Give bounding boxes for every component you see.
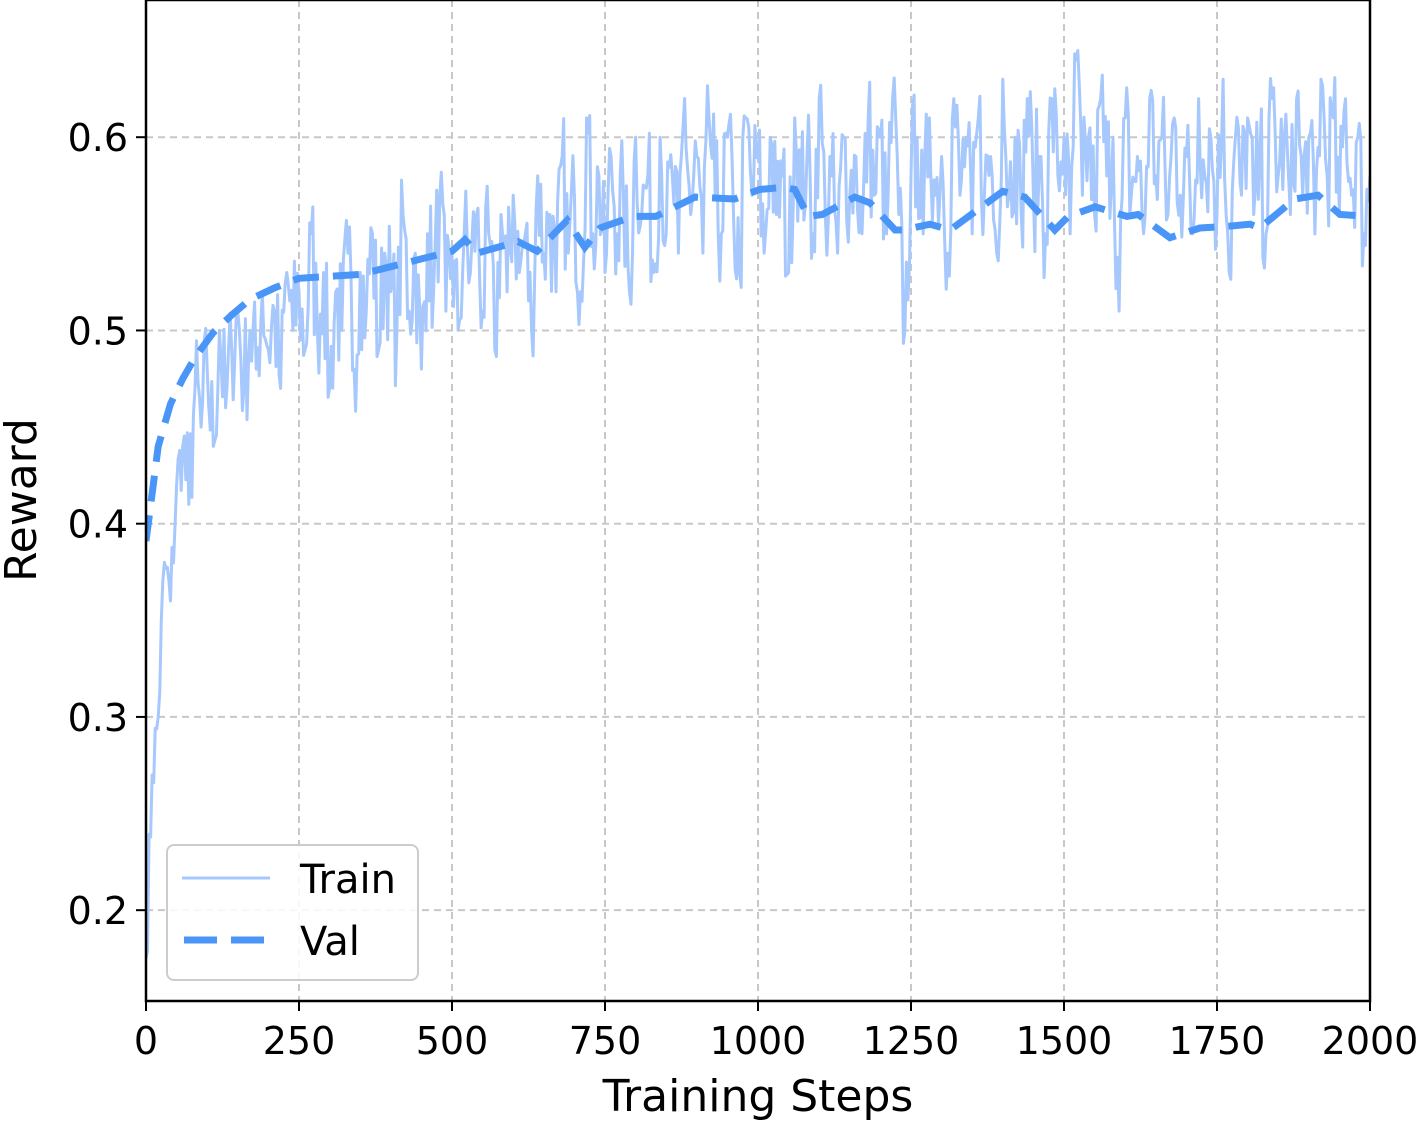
x-tick-label: 1750 bbox=[1169, 1019, 1266, 1063]
y-tick-label: 0.6 bbox=[68, 116, 128, 160]
x-tick-label: 1250 bbox=[863, 1019, 960, 1063]
legend: Train Val bbox=[166, 844, 419, 981]
train-series-line bbox=[146, 49, 1370, 959]
x-tick-label: 1500 bbox=[1016, 1019, 1113, 1063]
legend-val-label: Val bbox=[300, 919, 360, 965]
val-series-line bbox=[146, 183, 1370, 542]
y-tick-label: 0.3 bbox=[68, 696, 128, 740]
x-tick-label: 2000 bbox=[1322, 1019, 1419, 1063]
y-axis-ticks: 0.2 0.3 0.4 0.5 0.6 bbox=[68, 116, 146, 933]
x-tick-label: 1000 bbox=[710, 1019, 807, 1063]
y-tick-label: 0.5 bbox=[68, 309, 128, 353]
x-axis-ticks: 0 250 500 750 1000 1250 1500 1750 2000 bbox=[134, 1001, 1418, 1063]
y-axis-label: Reward bbox=[0, 418, 47, 582]
x-tick-label: 500 bbox=[416, 1019, 489, 1063]
y-tick-label: 0.2 bbox=[68, 889, 128, 933]
x-tick-label: 250 bbox=[263, 1019, 336, 1063]
x-tick-label: 0 bbox=[134, 1019, 158, 1063]
x-tick-label: 750 bbox=[569, 1019, 642, 1063]
y-tick-label: 0.4 bbox=[68, 503, 128, 547]
legend-train-label: Train bbox=[299, 857, 396, 903]
x-axis-label: Training Steps bbox=[602, 1071, 914, 1122]
